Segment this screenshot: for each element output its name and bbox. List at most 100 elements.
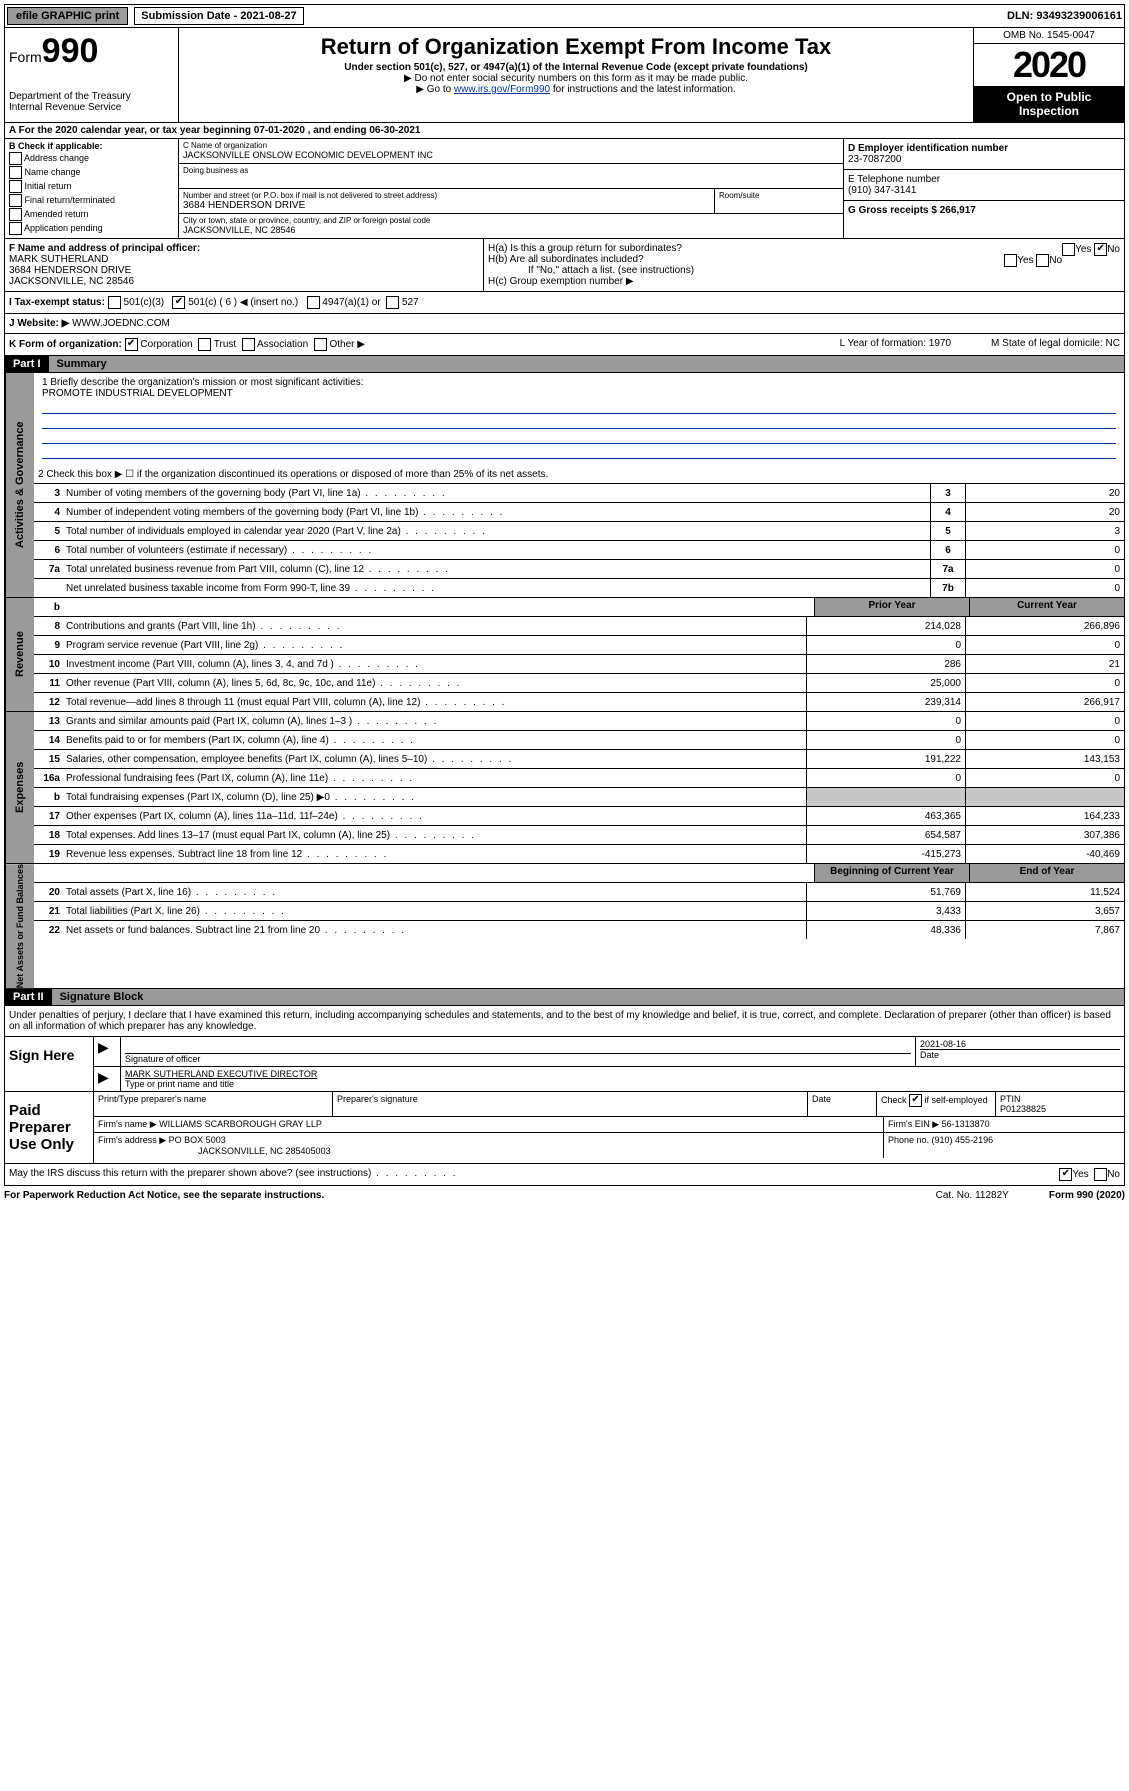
application-pending-checkbox[interactable]: [9, 222, 22, 235]
phone-value: (910) 347-3141: [848, 185, 916, 196]
arrow-icon: ▶: [98, 1069, 109, 1085]
hb-no-checkbox[interactable]: [1036, 254, 1049, 267]
officer-addr1: 3684 HENDERSON DRIVE: [9, 265, 131, 276]
ha-no-checkbox[interactable]: [1094, 243, 1107, 256]
4947-label: 4947(a)(1) or: [322, 297, 380, 308]
revenue-section: Revenue b Prior Year Current Year 8Contr…: [4, 598, 1125, 712]
table-row: 11Other revenue (Part VIII, column (A), …: [34, 674, 1124, 693]
name-change-checkbox[interactable]: [9, 166, 22, 179]
sign-here-section: Sign Here ▶ Signature of officer 2021-08…: [4, 1037, 1125, 1092]
efile-button[interactable]: efile GRAPHIC print: [7, 7, 128, 25]
sign-date: 2021-08-16: [920, 1039, 1120, 1049]
amended-return-checkbox[interactable]: [9, 208, 22, 221]
table-row: 7aTotal unrelated business revenue from …: [34, 560, 1124, 579]
firm-name: WILLIAMS SCARBOROUGH GRAY LLP: [159, 1119, 322, 1129]
instructions-link[interactable]: www.irs.gov/Form990: [454, 84, 550, 95]
table-row: 12Total revenue—add lines 8 through 11 (…: [34, 693, 1124, 711]
table-row: 15Salaries, other compensation, employee…: [34, 750, 1124, 769]
application-pending-label: Application pending: [24, 223, 103, 233]
501c3-checkbox[interactable]: [108, 296, 121, 309]
q1-label: 1 Briefly describe the organization's mi…: [42, 377, 1116, 388]
line-b-label: b: [34, 600, 62, 615]
revenue-tab: Revenue: [5, 598, 34, 711]
trust-label: Trust: [214, 339, 236, 350]
trust-checkbox[interactable]: [198, 338, 211, 351]
perjury-statement: Under penalties of perjury, I declare th…: [4, 1006, 1125, 1037]
part2-title: Signature Block: [52, 989, 1124, 1005]
firm-addr-label: Firm's address ▶: [98, 1135, 166, 1145]
self-employed-checkbox[interactable]: [909, 1094, 922, 1107]
top-bar: efile GRAPHIC print Submission Date - 20…: [4, 4, 1125, 28]
firm-addr: PO BOX 5003: [169, 1135, 226, 1145]
governance-section: Activities & Governance 1 Briefly descri…: [4, 373, 1125, 598]
goto-pre: ▶ Go to: [416, 84, 454, 95]
footer-left: For Paperwork Reduction Act Notice, see …: [4, 1190, 324, 1201]
table-row: 20Total assets (Part X, line 16)51,76911…: [34, 883, 1124, 902]
room-label: Room/suite: [719, 191, 839, 200]
section-bcd: B Check if applicable: Address change Na…: [4, 139, 1125, 239]
ha-yes-checkbox[interactable]: [1062, 243, 1075, 256]
omb-number: OMB No. 1545-0047: [974, 28, 1124, 44]
4947-checkbox[interactable]: [307, 296, 320, 309]
table-row: 22Net assets or fund balances. Subtract …: [34, 921, 1124, 939]
footer-cat: Cat. No. 11282Y: [936, 1190, 1009, 1201]
subtitle-2: ▶ Do not enter social security numbers o…: [183, 73, 969, 84]
discuss-yes-checkbox[interactable]: [1059, 1168, 1072, 1181]
association-label: Association: [257, 339, 308, 350]
dln: DLN: 93493239006161: [1007, 10, 1122, 22]
table-row: 4Number of independent voting members of…: [34, 503, 1124, 522]
501c3-label: 501(c)(3): [124, 297, 165, 308]
website-value: WWW.JOEDNC.COM: [72, 318, 170, 329]
underline: [42, 446, 1116, 459]
table-row: 18Total expenses. Add lines 13–17 (must …: [34, 826, 1124, 845]
table-row: 13Grants and similar amounts paid (Part …: [34, 712, 1124, 731]
net-assets-section: Net Assets or Fund Balances Beginning of…: [4, 864, 1125, 989]
city-state-zip: JACKSONVILLE, NC 28546: [183, 225, 839, 235]
row-k: K Form of organization: Corporation Trus…: [4, 334, 1125, 356]
part1-badge: Part I: [5, 356, 49, 372]
arrow-icon: ▶: [98, 1039, 109, 1055]
discuss-no-checkbox[interactable]: [1094, 1168, 1107, 1181]
expenses-section: Expenses 13Grants and similar amounts pa…: [4, 712, 1125, 864]
part1-header-row: Part I Summary: [4, 356, 1125, 373]
initial-return-checkbox[interactable]: [9, 180, 22, 193]
self-employed-label: if self-employed: [925, 1095, 988, 1105]
hc-label: H(c) Group exemption number ▶: [488, 276, 1120, 287]
association-checkbox[interactable]: [242, 338, 255, 351]
501c-checkbox[interactable]: [172, 296, 185, 309]
ptin-label: PTIN: [1000, 1094, 1021, 1104]
table-row: 5Total number of individuals employed in…: [34, 522, 1124, 541]
address-change-checkbox[interactable]: [9, 152, 22, 165]
check-label: Check: [881, 1095, 907, 1105]
tax-exempt-label: I Tax-exempt status:: [9, 297, 105, 308]
firm-city: JACKSONVILLE, NC 285405003: [98, 1146, 331, 1156]
table-row: 17Other expenses (Part IX, column (A), l…: [34, 807, 1124, 826]
dept-label: Department of the Treasury Internal Reve…: [9, 91, 174, 113]
current-year-header: Current Year: [969, 598, 1124, 616]
state-domicile: M State of legal domicile: NC: [991, 338, 1120, 351]
preparer-date-header: Date: [808, 1092, 877, 1116]
footer-right: Form 990 (2020): [1049, 1190, 1125, 1201]
other-checkbox[interactable]: [314, 338, 327, 351]
firm-name-label: Firm's name ▶: [98, 1119, 157, 1129]
page-footer: For Paperwork Reduction Act Notice, see …: [4, 1186, 1125, 1205]
gross-receipts: G Gross receipts $ 266,917: [848, 205, 976, 216]
table-row: bTotal fundraising expenses (Part IX, co…: [34, 788, 1124, 807]
date-label: Date: [920, 1049, 1120, 1060]
hb-yes-checkbox[interactable]: [1004, 254, 1017, 267]
ein-label: D Employer identification number: [848, 143, 1008, 154]
table-row: 21Total liabilities (Part X, line 26)3,4…: [34, 902, 1124, 921]
street-address: 3684 HENDERSON DRIVE: [183, 200, 710, 211]
final-return-checkbox[interactable]: [9, 194, 22, 207]
corporation-checkbox[interactable]: [125, 338, 138, 351]
discuss-label: May the IRS discuss this return with the…: [9, 1168, 457, 1181]
corporation-label: Corporation: [140, 339, 192, 350]
527-checkbox[interactable]: [386, 296, 399, 309]
mission-text: PROMOTE INDUSTRIAL DEVELOPMENT: [42, 388, 1116, 399]
form-header: Form990 Department of the Treasury Inter…: [4, 28, 1125, 123]
form-title: Return of Organization Exempt From Incom…: [183, 34, 969, 60]
section-fgh: F Name and address of principal officer:…: [4, 239, 1125, 292]
paid-preparer-label: Paid Preparer Use Only: [5, 1092, 94, 1163]
open-public-badge: Open to Public Inspection: [974, 86, 1124, 122]
print-name-label: Type or print name and title: [125, 1079, 1120, 1089]
